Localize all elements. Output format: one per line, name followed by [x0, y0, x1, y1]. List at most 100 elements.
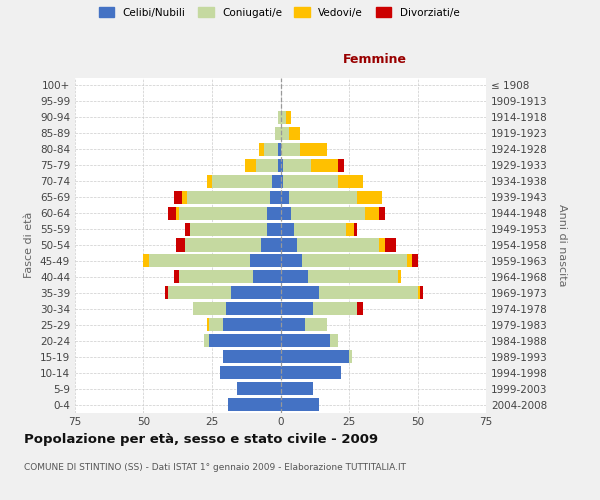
Bar — [338, 174, 363, 188]
Bar — [149, 254, 250, 268]
Bar — [286, 111, 292, 124]
Bar — [420, 286, 423, 300]
Bar — [187, 190, 269, 203]
Bar — [275, 127, 281, 140]
Bar — [173, 270, 179, 283]
Bar — [209, 334, 281, 347]
Bar — [185, 238, 262, 252]
Bar — [182, 190, 187, 203]
Bar — [278, 142, 281, 156]
Bar — [281, 142, 299, 156]
Bar — [245, 158, 256, 172]
Bar — [179, 206, 267, 220]
Bar — [176, 206, 179, 220]
Bar — [281, 286, 319, 300]
Bar — [206, 318, 209, 332]
Bar — [346, 222, 355, 235]
Bar — [281, 158, 283, 172]
Bar — [418, 286, 420, 300]
Bar — [281, 222, 294, 235]
Bar — [281, 111, 286, 124]
Bar — [272, 174, 281, 188]
Bar — [269, 190, 281, 203]
Bar — [166, 286, 168, 300]
Bar — [173, 190, 182, 203]
Bar — [305, 318, 327, 332]
Bar — [289, 127, 299, 140]
Bar — [281, 302, 313, 316]
Bar — [338, 158, 344, 172]
Bar — [256, 158, 278, 172]
Text: Popolazione per età, sesso e stato civile - 2009: Popolazione per età, sesso e stato civil… — [24, 432, 378, 446]
Bar — [278, 158, 281, 172]
Bar — [357, 190, 382, 203]
Bar — [289, 190, 357, 203]
Bar — [204, 334, 209, 347]
Bar — [206, 174, 212, 188]
Bar — [412, 254, 418, 268]
Bar — [168, 206, 176, 220]
Bar — [330, 334, 338, 347]
Bar — [294, 222, 346, 235]
Bar — [281, 270, 308, 283]
Bar — [281, 254, 302, 268]
Bar — [281, 238, 297, 252]
Bar — [281, 318, 305, 332]
Bar — [283, 174, 338, 188]
Bar — [281, 190, 289, 203]
Bar — [281, 334, 330, 347]
Bar — [281, 382, 313, 395]
Bar — [226, 302, 281, 316]
Bar — [313, 302, 357, 316]
Bar — [281, 127, 289, 140]
Bar — [143, 254, 149, 268]
Bar — [292, 206, 365, 220]
Text: COMUNE DI STINTINO (SS) - Dati ISTAT 1° gennaio 2009 - Elaborazione TUTTITALIA.I: COMUNE DI STINTINO (SS) - Dati ISTAT 1° … — [24, 464, 406, 472]
Bar — [250, 254, 281, 268]
Legend: Celibi/Nubili, Coniugati/e, Vedovi/e, Divorziati/e: Celibi/Nubili, Coniugati/e, Vedovi/e, Di… — [97, 5, 461, 20]
Bar — [297, 238, 379, 252]
Bar — [229, 398, 281, 411]
Bar — [193, 302, 226, 316]
Bar — [179, 270, 253, 283]
Bar — [407, 254, 412, 268]
Bar — [236, 382, 281, 395]
Bar — [398, 270, 401, 283]
Bar — [176, 238, 185, 252]
Bar — [281, 174, 283, 188]
Bar — [209, 318, 223, 332]
Bar — [379, 206, 385, 220]
Y-axis label: Fasce di età: Fasce di età — [25, 212, 34, 278]
Bar — [349, 350, 352, 363]
Bar — [267, 222, 281, 235]
Bar — [357, 302, 363, 316]
Bar — [185, 222, 190, 235]
Bar — [299, 142, 327, 156]
Bar — [281, 398, 319, 411]
Bar — [253, 270, 281, 283]
Bar — [223, 350, 281, 363]
Bar — [355, 222, 357, 235]
Bar — [190, 222, 267, 235]
Bar — [379, 238, 385, 252]
Bar — [267, 206, 281, 220]
Bar — [385, 238, 395, 252]
Bar — [231, 286, 281, 300]
Bar — [308, 270, 398, 283]
Bar — [264, 142, 278, 156]
Bar — [278, 111, 281, 124]
Bar — [281, 366, 341, 379]
Bar — [259, 142, 264, 156]
Y-axis label: Anni di nascita: Anni di nascita — [557, 204, 567, 286]
Bar — [283, 158, 311, 172]
Bar — [319, 286, 418, 300]
Bar — [223, 318, 281, 332]
Bar — [302, 254, 407, 268]
Bar — [365, 206, 379, 220]
Bar — [262, 238, 281, 252]
Text: Femmine: Femmine — [343, 53, 407, 66]
Bar — [168, 286, 231, 300]
Bar — [212, 174, 272, 188]
Bar — [220, 366, 281, 379]
Bar — [281, 350, 349, 363]
